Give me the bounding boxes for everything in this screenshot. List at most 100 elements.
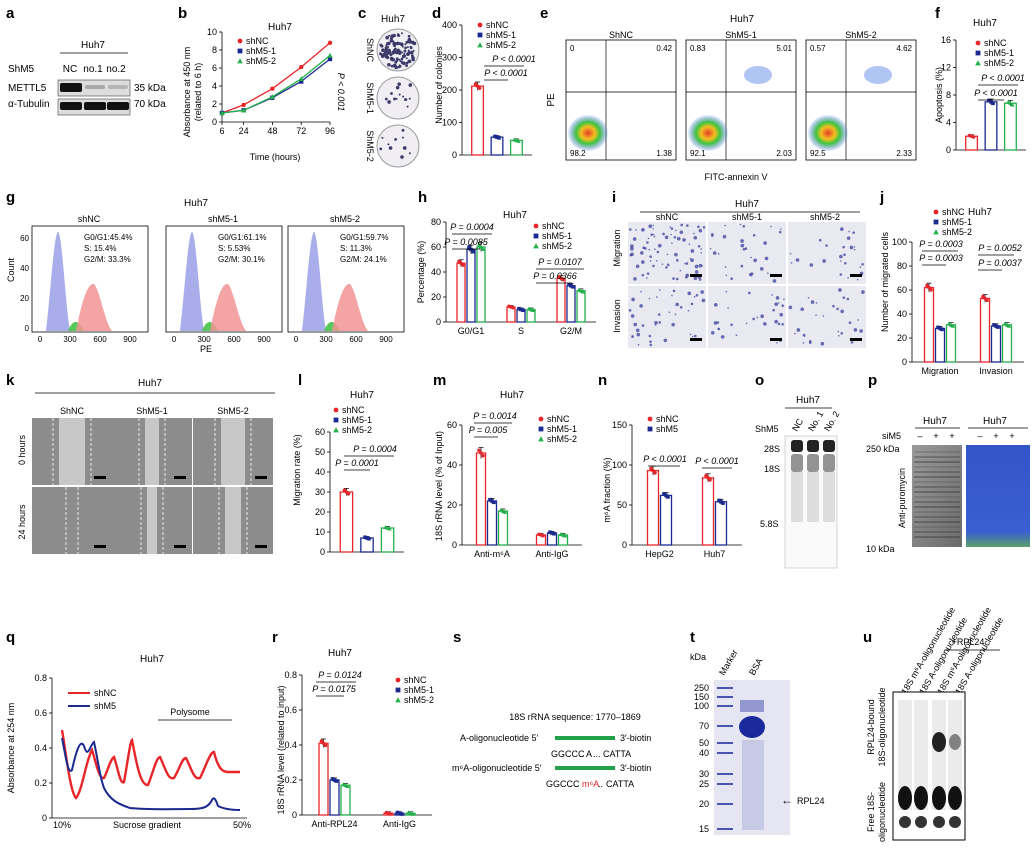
data-point xyxy=(516,138,521,143)
data-point xyxy=(476,242,482,247)
colony xyxy=(390,92,393,95)
colony xyxy=(390,64,394,68)
scale-bar xyxy=(255,476,267,479)
data-point xyxy=(975,40,981,46)
data-point xyxy=(561,277,565,282)
stained-cell xyxy=(838,334,840,337)
panel-d-pval-1: P < 0.0001 xyxy=(492,54,535,64)
category-label: Anti-IgG xyxy=(383,819,416,829)
panel-s-a-seq-dots-2: ... xyxy=(593,749,601,759)
stained-cell xyxy=(679,230,684,235)
stained-cell xyxy=(641,227,645,232)
panel-h-pval-2: P = 0.0085 xyxy=(444,237,488,247)
data-point xyxy=(367,536,371,541)
panel-r-axes: 0 0.2 0.4 0.6 0.8 Anti-RPL24 Anti-IgG xyxy=(284,670,432,829)
panel-c: Huh7 ShNC ShM5-1 ShM5-2 xyxy=(365,14,420,168)
panel-r-title: Huh7 xyxy=(328,648,352,659)
quadrant-ll: 92.1 xyxy=(690,149,706,158)
stained-cell xyxy=(672,277,675,280)
panel-letter-c: c xyxy=(358,5,366,22)
stained-cell xyxy=(646,241,649,244)
panel-e: Huh7 PE FITC-annexin V ShNC 0 0.42 98.2 1.38… xyxy=(546,14,917,182)
bar xyxy=(984,101,998,151)
x-tick-label: 600 xyxy=(227,335,241,344)
panel-f-ylabel: Apoptosis (%) xyxy=(934,67,944,123)
panel-i-row-invasion: Invasion xyxy=(612,299,622,333)
bsa-band xyxy=(739,716,765,738)
stained-cell xyxy=(744,247,748,250)
y-tick-label: 0 xyxy=(902,357,907,367)
colony xyxy=(406,39,411,44)
bar xyxy=(945,324,957,363)
y-tick-label: 50 xyxy=(315,447,325,457)
marker-size-label: 250 xyxy=(694,683,709,693)
x-tick-label: 6 xyxy=(219,126,224,136)
stained-cell xyxy=(669,226,672,228)
data-point xyxy=(237,38,243,44)
blot-band xyxy=(85,85,105,89)
y-tick-label: 0 xyxy=(212,117,217,127)
marker-size-label: 70 xyxy=(699,721,709,731)
data-point xyxy=(552,531,556,536)
stained-cell xyxy=(693,235,698,240)
stained-cell xyxy=(684,262,686,265)
data-point xyxy=(992,323,996,327)
free-oligo-band xyxy=(915,816,927,828)
data-point xyxy=(333,427,339,433)
data-point xyxy=(985,298,989,303)
panel-letter-f: f xyxy=(935,5,941,22)
marker-size-label: 20 xyxy=(699,799,709,809)
panel-t-lane-bsa: BSA xyxy=(747,656,765,677)
y-tick-label: 20 xyxy=(20,294,29,303)
panel-r: Huh7 18S rRNA level (related to input) 0… xyxy=(276,648,434,829)
rrna-smear xyxy=(807,472,819,522)
free-oligo-band xyxy=(948,786,962,810)
panel-letter-o: o xyxy=(755,372,764,389)
data-point xyxy=(541,533,545,538)
data-point xyxy=(477,22,483,28)
panel-q-polysome: Polysome xyxy=(170,707,210,717)
colony xyxy=(405,64,408,68)
stained-cell xyxy=(853,328,858,332)
colony xyxy=(387,143,390,146)
panel-f-axes: 0 4 8 12 16 xyxy=(941,35,1026,155)
stained-cell xyxy=(810,300,815,304)
panel-b-ylabel: Absorbance at 450 nm xyxy=(182,47,192,138)
data-point xyxy=(717,498,721,503)
colony xyxy=(402,61,406,66)
stained-cell xyxy=(774,302,778,307)
panel-letter-g: g xyxy=(6,189,15,206)
cycle-stat: S: 11.3% xyxy=(340,244,372,253)
stained-cell xyxy=(725,274,728,277)
stained-cell xyxy=(640,251,644,255)
y-tick-label: 0 xyxy=(436,317,441,327)
stained-cell xyxy=(652,224,654,227)
stained-cell xyxy=(693,295,696,298)
bar xyxy=(1001,324,1013,363)
data-point xyxy=(933,209,939,215)
panel-l-title: Huh7 xyxy=(350,390,374,401)
data-point xyxy=(365,536,369,540)
legend-entry: shM5-1 xyxy=(984,48,1014,58)
colony xyxy=(385,35,389,40)
panel-t-arrow-glyph: ← xyxy=(781,793,793,807)
colony-dish xyxy=(376,76,420,120)
stained-cell xyxy=(701,298,706,303)
data-point xyxy=(550,531,554,535)
stained-cell xyxy=(629,253,633,257)
legend-entry: shM5-2 xyxy=(942,227,972,237)
panel-s-a-biotin: 3′-biotin xyxy=(620,733,651,743)
panel-o-lanes xyxy=(791,440,835,522)
stained-cell xyxy=(740,243,745,248)
free-oligo-band xyxy=(914,786,928,810)
data-point xyxy=(480,247,486,252)
panel-k-title: Huh7 xyxy=(138,378,162,389)
panel-letter-u: u xyxy=(863,629,872,646)
panel-c-label-m1: ShM5-1 xyxy=(365,82,375,114)
stained-cell xyxy=(637,343,640,346)
data-point xyxy=(994,324,998,328)
colony xyxy=(393,50,398,54)
panel-d-axes: 0 100 200 300 400 xyxy=(442,20,532,160)
